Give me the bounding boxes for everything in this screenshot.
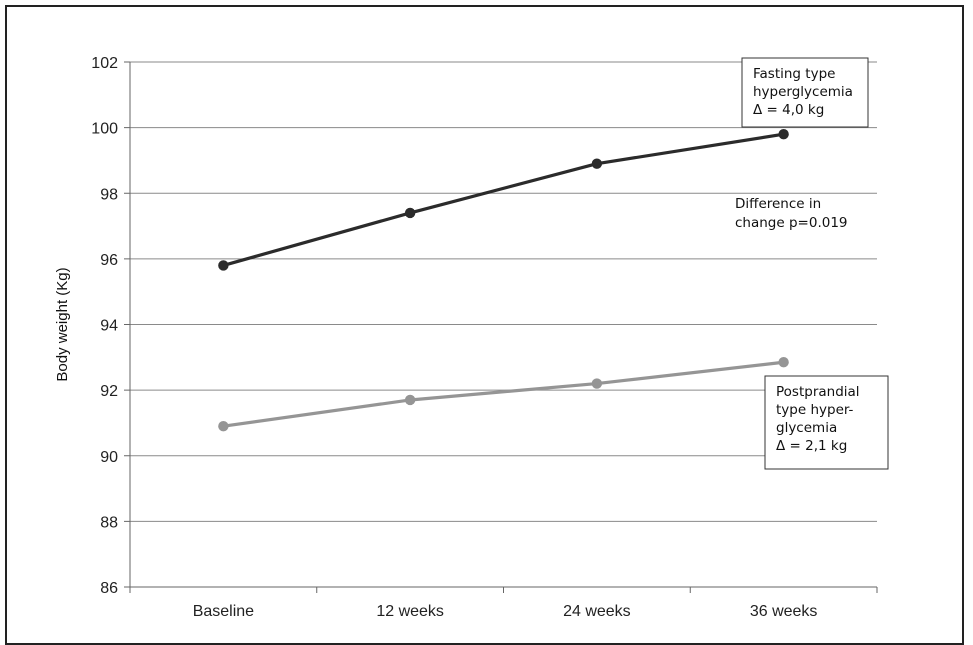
data-point xyxy=(591,158,603,169)
y-tick-label: 100 xyxy=(91,121,118,138)
x-tick-label: 24 weeks xyxy=(563,603,631,620)
data-point xyxy=(404,207,416,219)
annotation-line: Difference in xyxy=(735,196,821,212)
x-tick-labels: Baseline 12 weeks 24 weeks 36 weeks xyxy=(193,603,818,620)
series-label-line: Fasting type xyxy=(753,66,835,82)
data-point xyxy=(404,394,416,406)
data-point xyxy=(218,260,229,271)
y-tick-label: 102 xyxy=(91,55,118,72)
series-label-line: Δ = 2,1 kg xyxy=(776,438,847,454)
series-label-box-1 xyxy=(741,57,869,128)
series-labels: Fasting type hyperglycemia Δ = 4,0 kg Postp… xyxy=(741,57,889,470)
y-tick-labels: 86 88 90 92 94 96 98 100 102 xyxy=(91,55,118,597)
series-line-2 xyxy=(223,360,784,428)
data-point xyxy=(218,421,229,432)
series-label-line: hyperglycemia xyxy=(753,84,853,100)
y-axis-label: Body weight (Kg) xyxy=(54,267,71,381)
series-label-line: Δ = 4,0 kg xyxy=(753,102,824,118)
gridlines xyxy=(130,61,877,522)
series-label-box-2 xyxy=(764,375,889,470)
y-tick-label: 94 xyxy=(100,318,118,335)
series-label-line: type hyper- xyxy=(776,402,854,418)
y-tick-label: 88 xyxy=(100,514,118,531)
x-tick-label: 36 weeks xyxy=(750,603,818,620)
series-label-line: Postprandial xyxy=(776,384,860,400)
series-line-1 xyxy=(222,132,784,267)
x-tick-label: 12 weeks xyxy=(376,603,444,620)
series-label-line: glycemia xyxy=(776,420,837,436)
y-tick-label: 92 xyxy=(100,383,118,400)
data-point xyxy=(778,357,789,368)
data-point xyxy=(591,378,603,389)
annotation: Difference in change p=0.019 xyxy=(735,196,848,231)
y-tick-label: 86 xyxy=(100,580,118,597)
y-tick-label: 90 xyxy=(100,449,118,466)
y-tick-label: 98 xyxy=(100,186,118,203)
annotation-line: change p=0.019 xyxy=(735,215,848,231)
axes xyxy=(124,61,878,593)
data-point xyxy=(778,128,789,140)
y-tick-label: 96 xyxy=(100,252,118,269)
x-tick-label: Baseline xyxy=(193,603,254,620)
series-layer xyxy=(218,128,789,432)
